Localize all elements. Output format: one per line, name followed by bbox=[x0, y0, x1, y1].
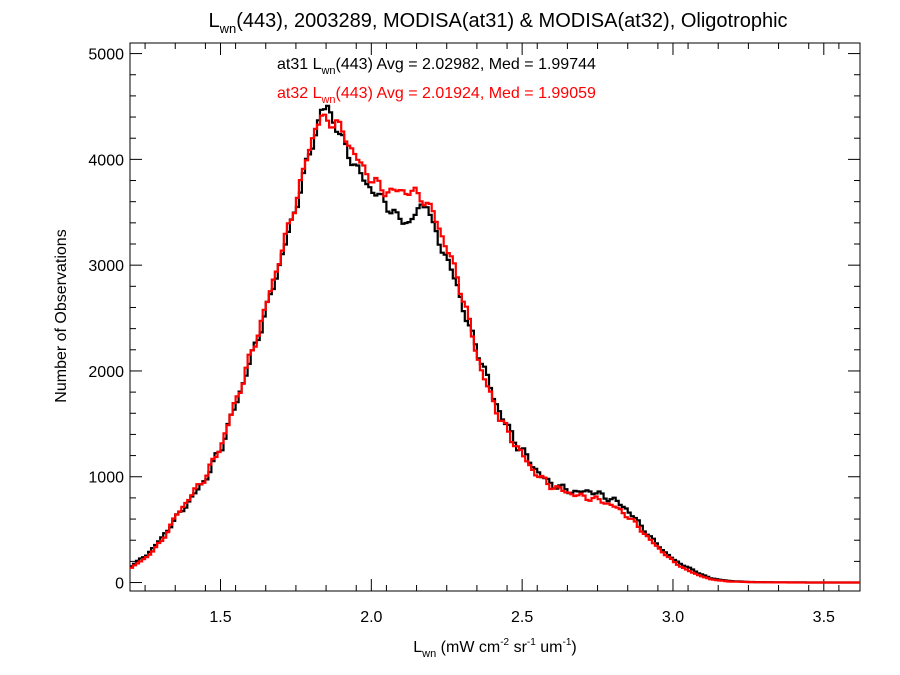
y-tick-label: 1000 bbox=[88, 470, 124, 487]
y-axis-ticks bbox=[130, 53, 860, 584]
series-at31-line bbox=[130, 104, 860, 584]
x-tick-label: 2.0 bbox=[360, 609, 382, 626]
x-tick-label: 1.5 bbox=[209, 609, 231, 626]
x-axis-tick-labels: 1.5 2.0 2.5 3.0 3.5 bbox=[209, 609, 835, 626]
x-axis-title: Lwn (mW cm-2 sr-1 um-1) bbox=[413, 637, 576, 660]
y-tick-label: 3000 bbox=[88, 258, 124, 275]
y-tick-label: 0 bbox=[115, 576, 124, 593]
y-tick-label: 4000 bbox=[88, 152, 124, 169]
x-axis-ticks bbox=[144, 43, 840, 591]
x-tick-label: 3.0 bbox=[662, 609, 684, 626]
chart-title: Lwn(443), 2003289, MODISA(at31) & MODISA… bbox=[208, 10, 787, 36]
series-group bbox=[130, 104, 860, 584]
y-axis-tick-labels: 0 1000 2000 3000 4000 5000 bbox=[88, 47, 124, 593]
series-at32-line bbox=[130, 113, 860, 584]
at31-stats-annotation: at31 Lwn(443) Avg = 2.02982, Med = 1.997… bbox=[277, 56, 596, 77]
x-tick-label: 2.5 bbox=[511, 609, 533, 626]
y-axis-title: Number of Observations bbox=[53, 229, 70, 402]
x-tick-label: 3.5 bbox=[813, 609, 835, 626]
y-tick-label: 2000 bbox=[88, 364, 124, 381]
at32-stats-annotation: at32 Lwn(443) Avg = 2.01924, Med = 1.990… bbox=[277, 85, 596, 106]
y-tick-label: 5000 bbox=[88, 47, 124, 64]
plot-frame bbox=[129, 42, 861, 592]
